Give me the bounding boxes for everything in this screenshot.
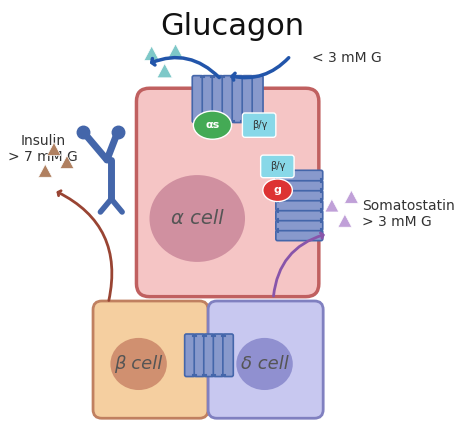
Text: β/γ: β/γ [270,161,285,171]
FancyBboxPatch shape [212,76,223,122]
Text: < 3 mM G: < 3 mM G [312,51,382,65]
Polygon shape [60,156,74,169]
Polygon shape [325,199,339,212]
Text: αs: αs [205,120,219,130]
Text: Somatostatin
> 3 mM G: Somatostatin > 3 mM G [362,199,455,229]
Ellipse shape [193,111,232,139]
Polygon shape [168,44,183,58]
FancyBboxPatch shape [242,113,276,137]
Polygon shape [47,142,61,156]
Text: Glucagon: Glucagon [160,12,304,41]
FancyBboxPatch shape [202,76,213,122]
Polygon shape [338,214,352,227]
Text: g: g [273,185,282,195]
Text: α cell: α cell [171,209,224,228]
Polygon shape [144,46,159,60]
FancyBboxPatch shape [204,334,214,377]
FancyBboxPatch shape [276,200,323,211]
FancyBboxPatch shape [194,334,205,377]
Polygon shape [345,190,358,203]
FancyBboxPatch shape [222,76,233,122]
FancyBboxPatch shape [223,334,233,377]
FancyBboxPatch shape [137,88,319,297]
Text: β/γ: β/γ [252,120,267,130]
FancyBboxPatch shape [261,155,294,178]
Ellipse shape [149,175,245,262]
FancyBboxPatch shape [276,220,323,231]
Polygon shape [157,63,173,78]
Text: Insulin
> 7 mM G: Insulin > 7 mM G [8,134,78,164]
Ellipse shape [110,338,167,390]
Ellipse shape [263,179,292,201]
Polygon shape [38,164,52,177]
FancyBboxPatch shape [276,210,323,221]
Text: δ cell: δ cell [241,355,289,373]
FancyBboxPatch shape [276,180,323,191]
FancyBboxPatch shape [276,170,323,181]
FancyBboxPatch shape [276,190,323,201]
FancyBboxPatch shape [276,230,323,241]
FancyBboxPatch shape [192,76,203,122]
FancyBboxPatch shape [242,76,253,122]
Text: β cell: β cell [115,355,163,373]
FancyBboxPatch shape [213,334,224,377]
FancyBboxPatch shape [252,76,263,122]
FancyBboxPatch shape [208,301,323,418]
FancyBboxPatch shape [93,301,208,418]
FancyBboxPatch shape [185,334,195,377]
FancyBboxPatch shape [232,76,243,122]
Ellipse shape [237,338,293,390]
